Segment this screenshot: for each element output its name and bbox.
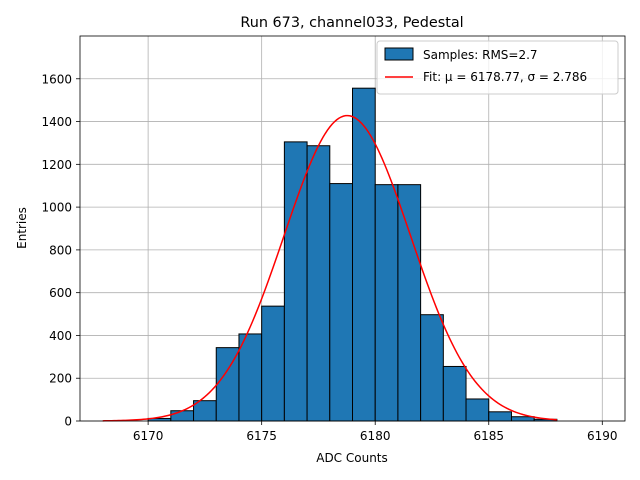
y-tick-label: 1200 xyxy=(41,158,72,172)
plot-frame xyxy=(79,35,626,422)
histogram-bar xyxy=(488,411,512,422)
y-tick-label: 1400 xyxy=(41,115,72,129)
histogram-bar xyxy=(329,183,353,422)
x-tick-label: 6190 xyxy=(587,429,618,443)
y-tick-label: 800 xyxy=(49,243,72,257)
histogram-bar xyxy=(261,305,285,422)
histogram-bar xyxy=(283,141,308,422)
y-axis-label: Entries xyxy=(15,207,29,249)
histogram-bar xyxy=(306,145,331,422)
y-tick-label: 400 xyxy=(49,329,72,343)
y-tick-label: 0 xyxy=(64,415,72,429)
histogram-bar xyxy=(170,410,195,422)
histogram-bar xyxy=(238,333,263,422)
x-tick-label: 6175 xyxy=(246,429,277,443)
legend-fit-label: Fit: μ = 6178.77, σ = 2.786 xyxy=(423,70,587,84)
y-tick-label: 600 xyxy=(49,286,72,300)
legend-histogram-swatch xyxy=(384,47,414,61)
histogram-bar xyxy=(374,184,399,422)
histogram-bar xyxy=(397,184,422,422)
legend-histogram-label: Samples: RMS=2.7 xyxy=(423,48,538,62)
y-tick-label: 1600 xyxy=(41,72,72,86)
legend-frame xyxy=(376,40,619,95)
y-axis-ticks: 0 200 400 600 800 1000 1200 1400 1600 xyxy=(41,72,80,429)
chart-title: Run 673, channel033, Pedestal xyxy=(240,15,463,31)
y-tick-label: 200 xyxy=(49,372,72,386)
legend: Samples: RMS=2.7 Fit: μ = 6178.77, σ = 2… xyxy=(376,40,619,95)
histogram-bars xyxy=(147,87,558,422)
histogram-bar xyxy=(442,365,467,422)
x-axis-ticks: 6170 6175 6180 6185 6190 xyxy=(133,421,618,443)
x-tick-label: 6185 xyxy=(473,429,504,443)
histogram-bar xyxy=(510,416,535,422)
x-tick-label: 6170 xyxy=(133,429,164,443)
histogram-bar xyxy=(420,314,444,422)
histogram-bar xyxy=(215,347,240,422)
histogram-bar xyxy=(465,398,490,422)
x-axis-label: ADC Counts xyxy=(316,451,388,465)
x-tick-label: 6180 xyxy=(360,429,391,443)
fit-curve xyxy=(102,114,557,422)
y-tick-label: 1000 xyxy=(41,201,72,215)
